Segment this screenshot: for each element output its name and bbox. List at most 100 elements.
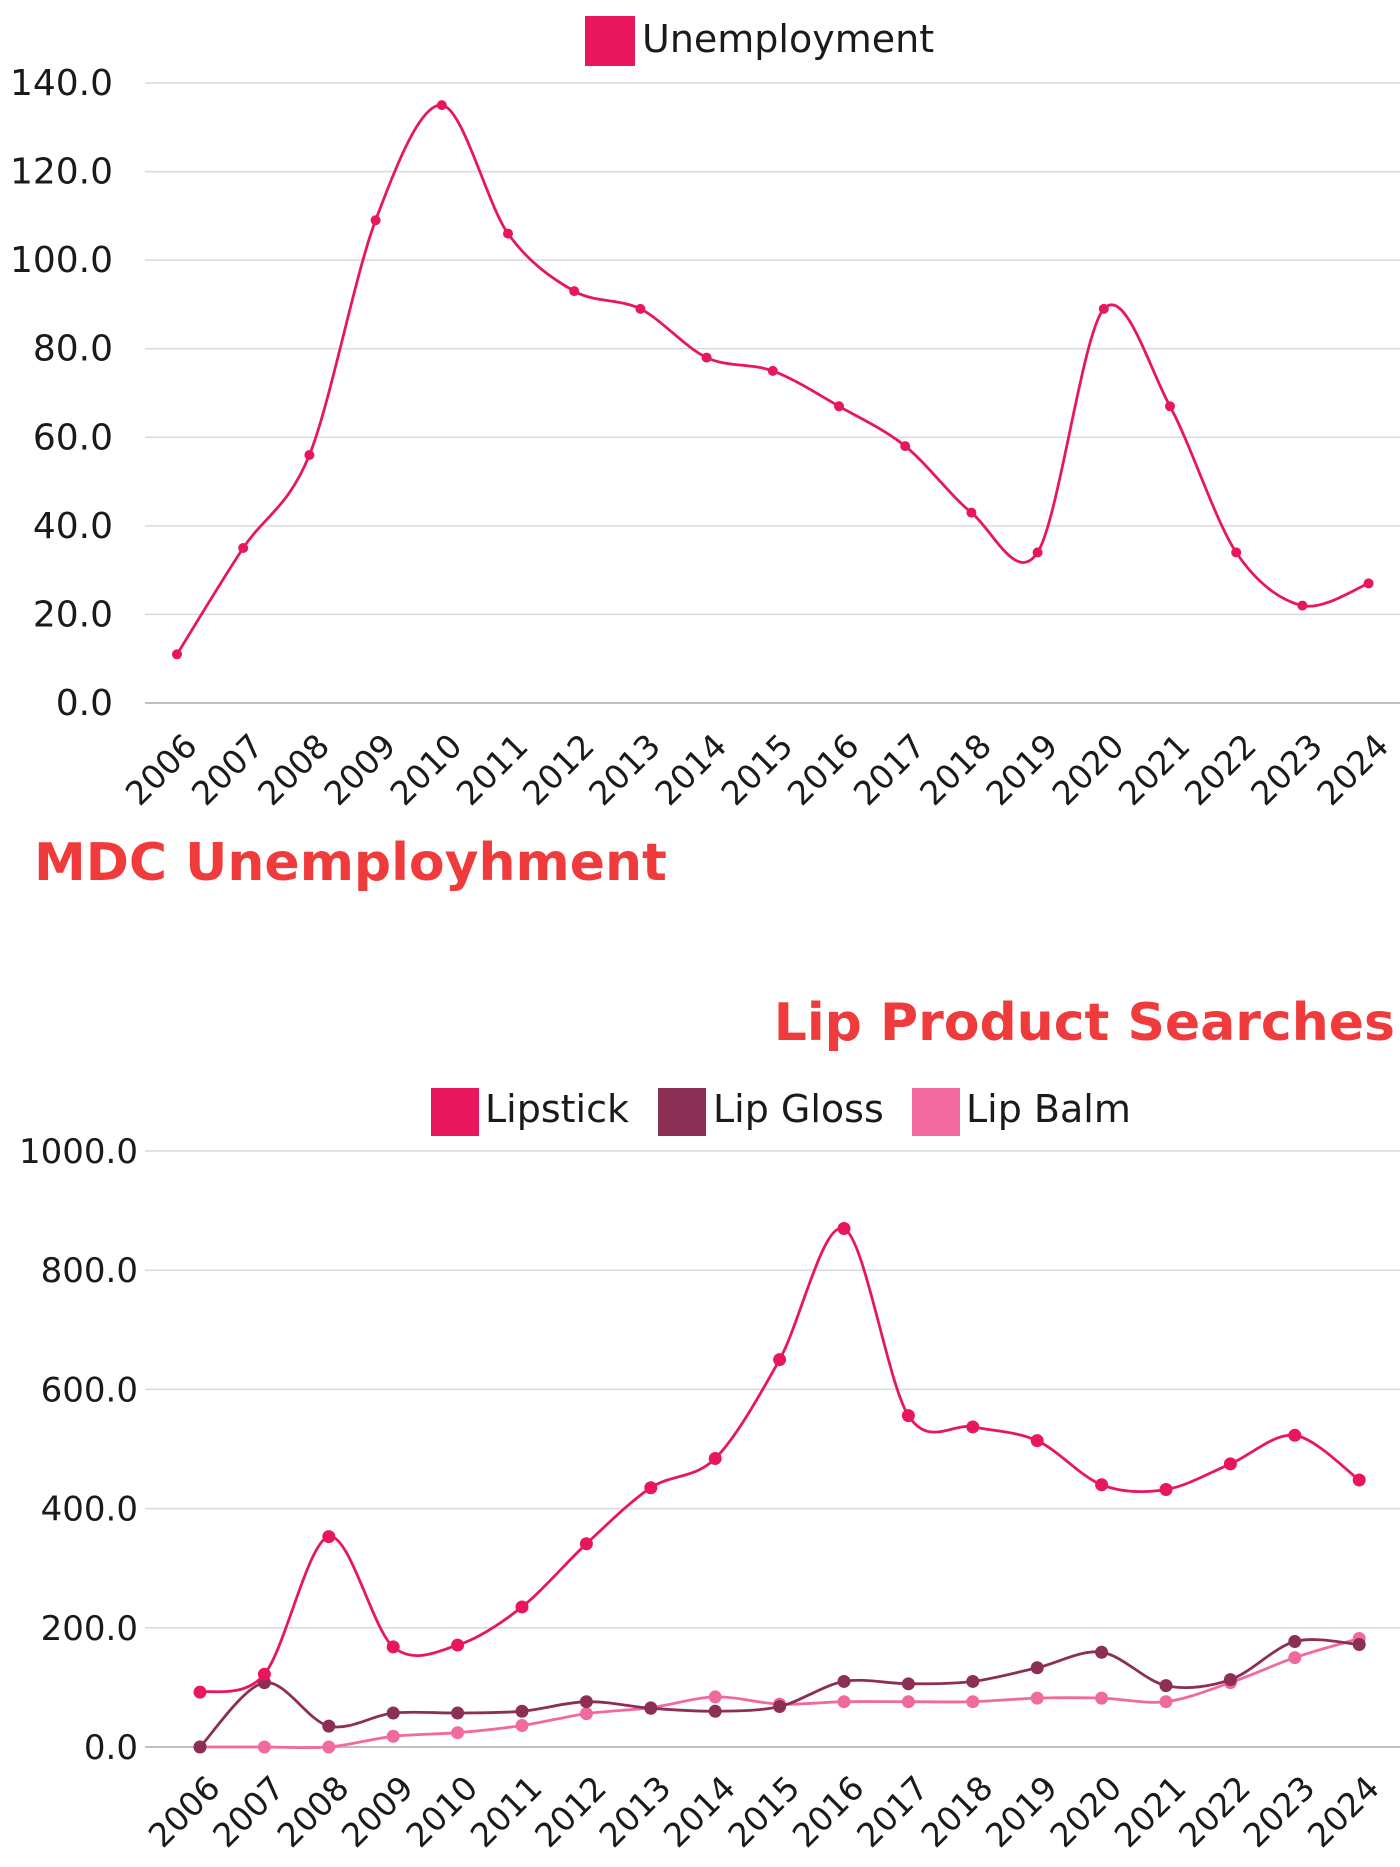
data-point-unemployment [172, 649, 182, 660]
y-tick-label: 400.0 [41, 1490, 138, 1530]
data-point-unemployment [635, 303, 646, 314]
data-point-unemployment [900, 441, 911, 452]
chart-title: Lip Product Searches [774, 993, 1395, 1053]
data-point-lip-gloss [1095, 1645, 1109, 1659]
data-point-unemployment [370, 215, 381, 226]
data-point-lip-balm [322, 1740, 336, 1754]
x-tick-label: 2006 [118, 726, 205, 813]
y-tick-label: 140.0 [10, 63, 113, 104]
data-point-lip-balm [1288, 1651, 1302, 1665]
data-point-lipstick [579, 1537, 593, 1551]
y-tick-label: 200.0 [41, 1609, 138, 1649]
x-tick-label: 2022 [1171, 1768, 1258, 1855]
legend: Lipstick Lip Gloss Lip Balm [431, 1087, 1131, 1136]
x-tick-label: 2007 [184, 726, 271, 813]
data-point-unemployment [1363, 578, 1374, 589]
x-tick-label: 2010 [382, 726, 469, 813]
data-point-lipstick [837, 1221, 851, 1235]
y-tick-label: 40.0 [33, 506, 113, 547]
x-tick-label: 2021 [1111, 726, 1198, 813]
y-tick-label: 800.0 [41, 1251, 138, 1291]
y-tick-label: 60.0 [33, 417, 113, 458]
data-point-unemployment [569, 286, 580, 297]
data-point-lip-gloss [579, 1695, 593, 1709]
data-point-unemployment [1032, 547, 1043, 558]
data-point-unemployment [1231, 547, 1242, 558]
x-tick-label: 2008 [250, 726, 337, 813]
data-point-lipstick [644, 1481, 658, 1495]
data-point-lipstick [257, 1667, 271, 1681]
x-tick-label: 2011 [463, 1768, 550, 1855]
data-point-lipstick [966, 1420, 980, 1434]
x-tick-label: 2019 [978, 1768, 1065, 1855]
data-point-lip-gloss [966, 1674, 980, 1688]
data-point-lip-gloss [515, 1704, 529, 1718]
data-point-lip-balm [257, 1740, 271, 1754]
x-tick-label: 2020 [1044, 726, 1131, 813]
data-point-lipstick [773, 1353, 787, 1367]
unemployment-chart: Unemployment 0.0 20.0 40.0 60.0 80.0 100.0 120… [10, 16, 1400, 893]
legend: Unemployment [585, 16, 934, 66]
x-tick-label: 2023 [1235, 1768, 1322, 1855]
x-tick-label: 2014 [647, 726, 734, 813]
x-tick-label: 2007 [205, 1768, 292, 1855]
data-point-lip-gloss [837, 1674, 851, 1688]
x-tick-label: 2013 [581, 726, 668, 813]
x-tick-label: 2017 [849, 1768, 936, 1855]
legend-swatch-lipstick [431, 1088, 479, 1136]
y-tick-label: 80.0 [33, 329, 113, 370]
x-tick-label: 2016 [785, 1768, 872, 1855]
x-tick-label: 2017 [846, 726, 933, 813]
y-tick-label: 600.0 [41, 1370, 138, 1410]
y-tick-label: 1000.0 [19, 1132, 138, 1172]
data-point-lip-balm [1095, 1691, 1109, 1705]
data-point-unemployment [966, 507, 977, 518]
x-tick-label: 2023 [1243, 726, 1330, 813]
legend-label-lip-balm: Lip Balm [966, 1087, 1131, 1131]
legend-label-lipstick: Lipstick [485, 1087, 629, 1131]
data-point-lipstick [1288, 1428, 1302, 1442]
x-tick-label: 2024 [1309, 726, 1396, 813]
data-point-lipstick [515, 1600, 529, 1614]
series-line-lipstick [199, 1226, 1361, 1694]
legend-swatch-unemployment [585, 16, 635, 66]
data-point-lipstick [322, 1530, 336, 1544]
x-tick-label: 2013 [591, 1768, 678, 1855]
x-tick-label: 2011 [449, 726, 536, 813]
data-point-lipstick [708, 1452, 722, 1466]
x-tick-label: 2009 [334, 1768, 421, 1855]
data-point-lipstick [1095, 1478, 1109, 1492]
series-lip-balm [193, 1632, 1366, 1754]
x-tick-label: 2009 [316, 726, 403, 813]
x-tick-label: 2021 [1107, 1768, 1194, 1855]
data-point-lipstick [1223, 1457, 1237, 1471]
chart-title: MDC Unemployhment [34, 833, 667, 893]
x-tick-label: 2024 [1300, 1768, 1387, 1855]
legend-swatch-lip-gloss [658, 1088, 706, 1136]
legend-label-lip-gloss: Lip Gloss [713, 1087, 884, 1131]
data-point-unemployment [1297, 600, 1308, 611]
data-point-unemployment [1165, 401, 1175, 412]
data-point-lip-balm [708, 1690, 722, 1704]
legend-label-unemployment: Unemployment [642, 17, 934, 61]
x-tick-label: 2018 [912, 726, 999, 813]
data-point-lipstick [193, 1685, 207, 1699]
series-line-unemployment [175, 103, 1370, 656]
data-point-unemployment [436, 100, 447, 111]
x-tick-label: 2008 [269, 1768, 356, 1855]
data-point-lipstick [1159, 1483, 1173, 1497]
data-point-lip-gloss [644, 1701, 658, 1715]
x-tick-label: 2006 [141, 1768, 228, 1855]
data-point-lip-balm [966, 1695, 980, 1709]
data-point-lip-gloss [386, 1706, 400, 1720]
series-unemployment [172, 100, 1374, 660]
lip-searches-chart: Lip Product Searches Lipstick Lip Gloss … [19, 993, 1400, 1855]
x-tick-label: 2010 [398, 1768, 485, 1855]
data-point-unemployment [304, 450, 315, 460]
series-lip-gloss [193, 1635, 1366, 1754]
data-point-lip-gloss [322, 1719, 336, 1733]
y-tick-label: 20.0 [33, 594, 113, 635]
y-tick-label: 0.0 [56, 683, 113, 724]
data-point-lip-balm [579, 1707, 593, 1721]
series-line-lip-gloss [198, 1638, 1360, 1748]
